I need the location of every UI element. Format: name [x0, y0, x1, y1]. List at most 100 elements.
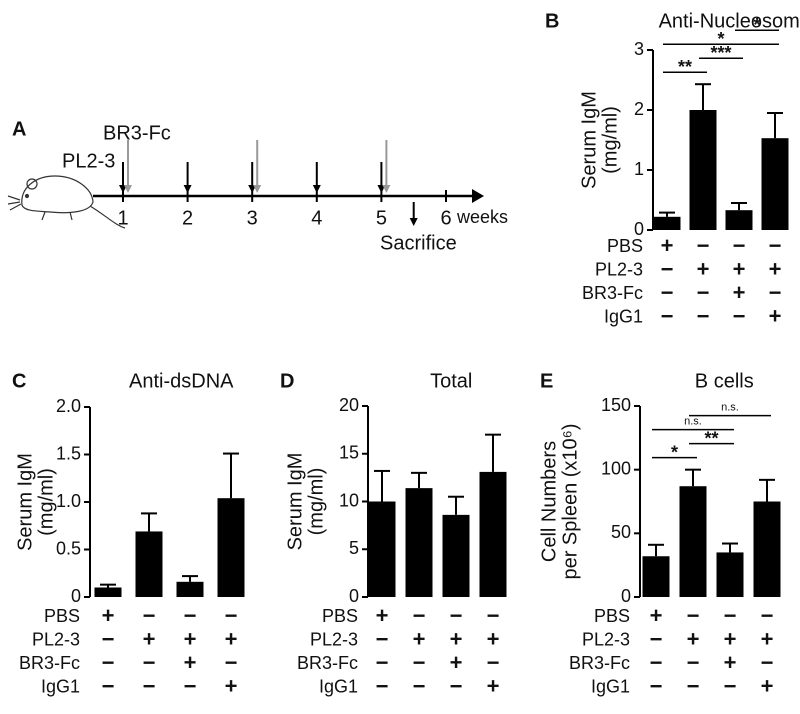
- y-axis-label: (mg/ml): [305, 468, 327, 536]
- condition-mark: −: [102, 650, 115, 675]
- condition-mark: +: [724, 626, 737, 651]
- injection-arrowhead: [382, 185, 391, 193]
- significance-label: *: [717, 29, 724, 49]
- panel-letter: B: [545, 10, 559, 32]
- bar: [479, 471, 507, 597]
- week-label: 6: [440, 207, 451, 229]
- y-tick-label: 0: [71, 586, 81, 606]
- condition-mark: −: [487, 603, 500, 628]
- y-tick-label: 2.0: [56, 396, 81, 416]
- bar: [753, 501, 781, 597]
- y-axis-label: (mg/ml): [35, 468, 57, 536]
- condition-mark: +: [697, 256, 710, 281]
- condition-mark: −: [102, 626, 115, 651]
- y-tick-label: 0: [634, 219, 644, 239]
- condition-mark: +: [143, 626, 156, 651]
- treatment-label: PL2-3: [62, 150, 115, 172]
- week-label: 3: [247, 207, 258, 229]
- bar: [442, 514, 470, 597]
- bar: [716, 552, 744, 597]
- condition-mark: −: [687, 650, 700, 675]
- y-axis-label: Cell Numbers: [538, 441, 560, 562]
- condition-mark: −: [184, 673, 197, 698]
- bar: [405, 488, 433, 597]
- significance-label: *: [753, 15, 760, 35]
- significance-label: n.s.: [684, 416, 702, 428]
- condition-mark: −: [225, 603, 238, 628]
- bar: [176, 581, 204, 597]
- condition-mark: −: [184, 603, 197, 628]
- condition-mark: +: [761, 626, 774, 651]
- condition-mark: −: [376, 673, 389, 698]
- condition-name: IgG1: [319, 676, 358, 696]
- sacrifice-arrowhead: [409, 218, 418, 226]
- condition-name: PBS: [607, 236, 643, 256]
- condition-mark: +: [225, 673, 238, 698]
- condition-mark: −: [724, 673, 737, 698]
- condition-mark: −: [413, 650, 426, 675]
- bar: [135, 531, 163, 597]
- condition-mark: −: [697, 280, 710, 305]
- condition-mark: +: [661, 233, 674, 258]
- condition-mark: +: [733, 280, 746, 305]
- condition-mark: +: [761, 673, 774, 698]
- condition-mark: −: [733, 303, 746, 328]
- condition-mark: −: [661, 303, 674, 328]
- condition-mark: −: [487, 650, 500, 675]
- endpoint-label: Sacrifice: [380, 232, 457, 254]
- week-label: 2: [182, 207, 193, 229]
- mouse-icon: [7, 175, 126, 229]
- y-tick-label: 2: [634, 99, 644, 119]
- y-tick-label: 0: [349, 586, 359, 606]
- condition-name: BR3-Fc: [297, 653, 358, 673]
- condition-name: IgG1: [591, 676, 630, 696]
- condition-mark: −: [450, 603, 463, 628]
- condition-name: PBS: [44, 606, 80, 626]
- condition-mark: −: [687, 603, 700, 628]
- panel-letter: C: [12, 370, 26, 392]
- condition-name: BR3-Fc: [569, 653, 630, 673]
- significance-label: ***: [710, 43, 731, 63]
- injection-arrowhead: [312, 185, 321, 193]
- treatment-label: BR3-Fc: [103, 122, 171, 144]
- injection-arrowhead: [253, 185, 262, 193]
- bar: [761, 138, 789, 230]
- condition-mark: +: [650, 603, 663, 628]
- condition-name: BR3-Fc: [19, 653, 80, 673]
- condition-mark: +: [184, 626, 197, 651]
- condition-name: BR3-Fc: [582, 283, 643, 303]
- condition-mark: −: [450, 673, 463, 698]
- condition-name: IgG1: [41, 676, 80, 696]
- y-tick-label: 15: [339, 443, 359, 463]
- injection-arrowhead: [124, 185, 132, 193]
- week-label: 5: [376, 207, 387, 229]
- condition-mark: −: [650, 626, 663, 651]
- condition-mark: −: [225, 650, 238, 675]
- week-label: 1: [117, 207, 128, 229]
- y-tick-label: 1.5: [56, 443, 81, 463]
- significance-label: *: [671, 442, 678, 462]
- condition-mark: −: [376, 650, 389, 675]
- chart-title: Anti-Nucleosome: [659, 10, 800, 32]
- bar: [217, 498, 245, 597]
- unit-label: weeks: [456, 207, 508, 227]
- condition-mark: −: [143, 603, 156, 628]
- condition-name: PBS: [594, 606, 630, 626]
- condition-name: PL2-3: [32, 629, 80, 649]
- y-axis-label: Serum IgM: [14, 453, 36, 551]
- week-label: 4: [311, 207, 322, 229]
- condition-mark: −: [769, 280, 782, 305]
- condition-name: PL2-3: [595, 259, 643, 279]
- condition-mark: +: [724, 650, 737, 675]
- condition-mark: −: [102, 673, 115, 698]
- condition-mark: −: [724, 603, 737, 628]
- condition-name: PBS: [322, 606, 358, 626]
- significance-label: n.s.: [721, 402, 739, 414]
- y-axis-label: (mg/ml): [599, 106, 621, 174]
- condition-mark: −: [769, 233, 782, 258]
- condition-name: PL2-3: [310, 629, 358, 649]
- y-tick-label: 100: [601, 458, 631, 478]
- chart-title: Anti-dsDNA: [129, 370, 234, 392]
- condition-mark: −: [661, 280, 674, 305]
